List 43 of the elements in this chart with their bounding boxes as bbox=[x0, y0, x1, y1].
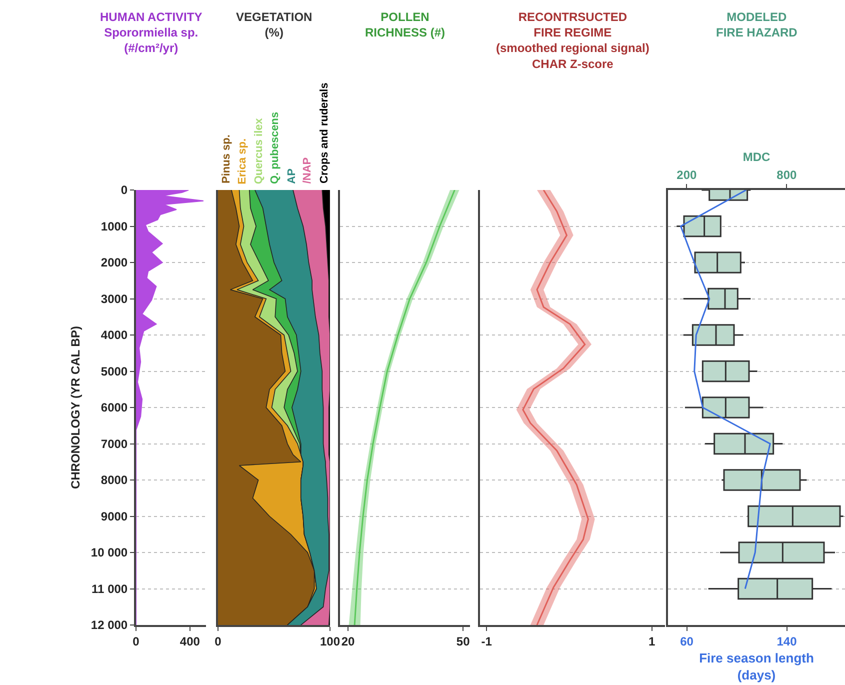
y-tick-label: 5000 bbox=[100, 364, 128, 378]
y-tick-label: 7000 bbox=[100, 436, 128, 451]
text: CHAR Z-score bbox=[532, 56, 614, 71]
y-tick-label: 1000 bbox=[100, 219, 128, 234]
chart-subtitle: Sporormiella sp. (#/cm²/yr) bbox=[104, 26, 198, 56]
x-tick-label: 20 bbox=[341, 634, 356, 648]
y-tick-label: 9000 bbox=[100, 509, 128, 524]
chart-subtitle: (smoothed regional signal) bbox=[496, 41, 650, 56]
chart-title: RECONTRSUCTED FIRE REGIME bbox=[518, 10, 628, 40]
x2-axis-title: MDC bbox=[742, 150, 770, 164]
x-tick-label: 1 bbox=[648, 634, 656, 648]
x2-tick-label: 800 bbox=[776, 168, 797, 182]
y-tick-label: 2000 bbox=[100, 256, 128, 270]
text: Erica sp. bbox=[236, 138, 248, 184]
chart-title: POLLEN RICHNESS (#) bbox=[365, 10, 446, 40]
x2-tick-label: 200 bbox=[676, 168, 697, 182]
chart-title: VEGETATION (%) bbox=[236, 10, 312, 40]
x-tick-label: 100 bbox=[320, 634, 340, 648]
chart-title: HUMAN ACTIVITY bbox=[100, 10, 202, 24]
y-tick-label: 12 000 bbox=[90, 618, 128, 632]
chart-title: MODELED FIRE HAZARD bbox=[716, 10, 798, 40]
text: Quercus ilex bbox=[253, 117, 266, 184]
y-tick-label: 0 bbox=[120, 183, 128, 198]
x-tick-label: 0 bbox=[132, 634, 140, 648]
y-axis-title: CHRONOLOGY (YR CAL BP) bbox=[68, 326, 83, 489]
text: Crops and ruderals bbox=[318, 82, 330, 184]
y-tick-label: 4000 bbox=[100, 328, 128, 342]
y-tick-label: 10 000 bbox=[90, 546, 128, 560]
y-tick-label: 11 000 bbox=[92, 582, 128, 596]
y-tick-label: 6000 bbox=[100, 400, 128, 415]
text: Pinus sp. bbox=[220, 134, 232, 184]
x-tick-label: 0 bbox=[214, 634, 222, 648]
x-axis-title: Fire season length (days) bbox=[699, 650, 814, 682]
text: Q. pubescens bbox=[269, 112, 281, 184]
x-tick-label: -1 bbox=[481, 634, 492, 648]
x-tick-label: 140 bbox=[776, 634, 798, 648]
x-tick-label: 60 bbox=[680, 634, 694, 648]
text: AP bbox=[286, 168, 298, 184]
y-tick-label: 3000 bbox=[100, 292, 128, 306]
text: /NAP bbox=[302, 157, 314, 184]
x-tick-label: 400 bbox=[180, 634, 200, 648]
x-tick-label: 50 bbox=[456, 634, 470, 648]
y-tick-label: 8000 bbox=[100, 473, 128, 488]
